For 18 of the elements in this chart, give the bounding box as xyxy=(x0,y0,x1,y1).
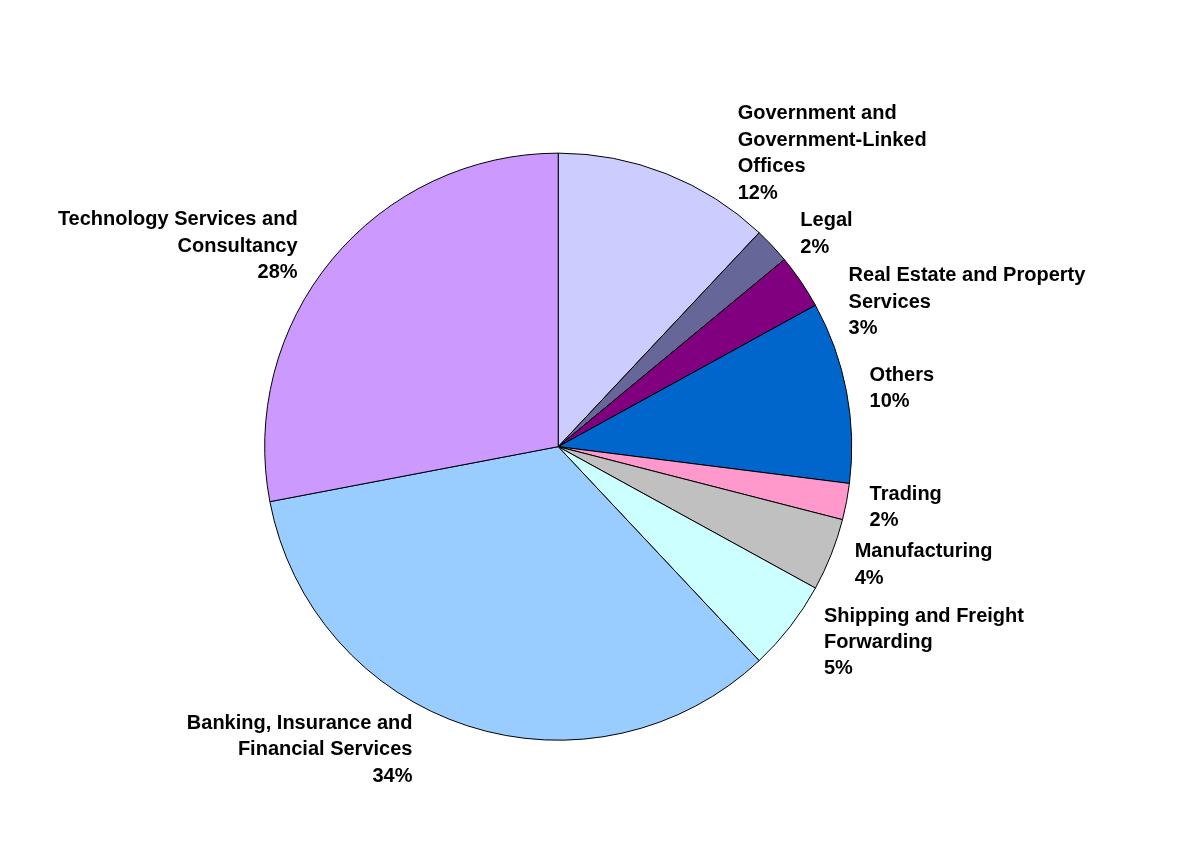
data-label: 3% xyxy=(848,316,878,339)
data-label: 12% xyxy=(737,180,778,203)
slice-label: Trading xyxy=(869,481,942,504)
slice-label: Others xyxy=(869,363,935,386)
data-label: 2% xyxy=(869,508,899,531)
data-label: 2% xyxy=(800,234,830,257)
slice-label: Government and Government-Linked Offices xyxy=(737,101,927,177)
slice-label: Shipping and Freight Forwarding xyxy=(823,603,1025,652)
slice-label: Real Estate and Property Services xyxy=(848,263,1087,312)
slice-label: Legal xyxy=(800,208,853,231)
data-label: 5% xyxy=(823,656,854,679)
slice-label: Manufacturing xyxy=(854,539,993,562)
data-label: 10% xyxy=(869,389,910,412)
data-label: 28% xyxy=(257,260,298,282)
data-label: 34% xyxy=(372,763,413,786)
data-label: 4% xyxy=(854,565,884,588)
slice-label: Technology Services and Consultancy xyxy=(57,207,299,256)
slice-label: Banking, Insurance and Financial Services xyxy=(186,710,413,760)
